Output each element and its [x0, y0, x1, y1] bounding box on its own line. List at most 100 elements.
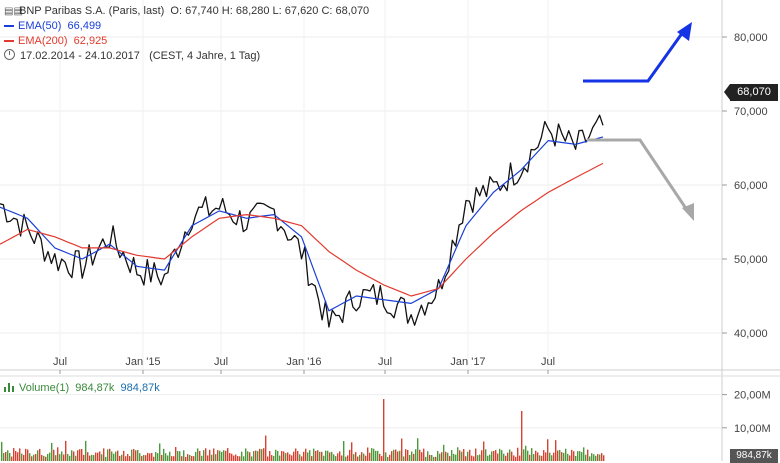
volume-bar: [541, 455, 543, 461]
volume-bar: [187, 454, 189, 461]
volume-bar: [315, 450, 317, 461]
volume-tag: 984,87k: [730, 449, 778, 463]
volume-bar: [229, 453, 231, 461]
volume-bar: [117, 450, 119, 461]
volume-bar: [91, 454, 93, 461]
last-price-tag: 68,070: [724, 84, 778, 101]
volume-bar: [331, 451, 333, 461]
volume-bar: [103, 448, 105, 461]
volume-bar: [431, 455, 433, 461]
volume-bar: [429, 454, 431, 461]
volume-bar: [399, 450, 401, 461]
volume-bar: [551, 455, 553, 461]
volume-bar: [571, 449, 573, 461]
volume-bar: [107, 449, 109, 461]
volume-bar: [327, 450, 329, 461]
volume-bar: [385, 452, 387, 461]
volume-bar: [121, 454, 123, 461]
volume-bar: [577, 451, 579, 461]
volume-bar: [55, 455, 57, 461]
volume-bar: [255, 450, 257, 461]
volume-bar: [393, 449, 395, 461]
volume-bar: [521, 411, 523, 461]
instrument-row: ▤▤BNP Paribas S.A. (Paris, last) O: 67,7…: [4, 4, 369, 19]
clock-icon: [4, 49, 15, 60]
volume-bar: [257, 451, 259, 461]
volume-bar: [435, 456, 437, 461]
volume-bar: [75, 455, 77, 461]
volume-bar: [281, 450, 283, 461]
volume-bar: [567, 453, 569, 461]
volume-bar: [319, 451, 321, 461]
volume-tick-label: 20,00M: [734, 390, 771, 402]
volume-bar: [169, 451, 171, 461]
volume-bar: [477, 455, 479, 461]
volume-bar: [267, 456, 269, 461]
volume-bar: [545, 452, 547, 461]
volume-bar: [193, 456, 195, 461]
x-axis: Jul Jan '15 Jul Jan '16 Jul Jan '17 Jul: [53, 356, 555, 374]
volume-bar: [69, 455, 71, 461]
volume-bar: [311, 456, 313, 461]
volume-bar: [85, 440, 87, 461]
volume-bar: [231, 453, 233, 461]
volume-tick-label: 10,00M: [734, 423, 771, 435]
volume-bar: [39, 448, 41, 461]
volume-bar: [201, 455, 203, 461]
volume-bar: [53, 449, 55, 461]
volume-bar: [437, 450, 439, 461]
volume-bar: [309, 450, 311, 461]
volume-bar: [483, 441, 485, 461]
volume-bar: [445, 451, 447, 461]
volume-bar: [539, 455, 541, 461]
volume-bar: [247, 451, 249, 461]
volume-bar: [213, 448, 215, 461]
ema200-label: EMA(200): [18, 35, 68, 47]
range-note: (CEST, 4 Jahre, 1 Tag): [149, 50, 261, 62]
volume-bar: [321, 451, 323, 461]
volume-bar: [595, 455, 597, 461]
volume-bar: [71, 450, 73, 461]
volume-bar: [587, 449, 589, 461]
y-tick-label: 70,000: [734, 106, 768, 118]
volume-bar: [29, 453, 31, 461]
volume-bar: [565, 448, 567, 461]
volume-bar: [593, 454, 595, 461]
volume-bar: [299, 454, 301, 461]
volume-bar: [89, 455, 91, 461]
volume-bar: [389, 454, 391, 461]
volume-bar: [283, 451, 285, 461]
volume-bar: [507, 452, 509, 461]
ema50-label: EMA(50): [18, 20, 62, 32]
volume-bar: [403, 456, 405, 461]
volume-bar: [295, 448, 297, 461]
volume-bar: [351, 442, 353, 461]
volume-bar: [271, 455, 273, 461]
volume-bar: [433, 456, 435, 461]
volume-bar: [503, 453, 505, 461]
volume-bar: [233, 455, 235, 461]
volume-bar: [515, 456, 517, 461]
volume-bar: [473, 456, 475, 461]
volume-bar: [165, 453, 167, 461]
volume-bar: [105, 456, 107, 461]
volume-bar: [215, 454, 217, 461]
volume-bar: [459, 450, 461, 461]
volume-bar: [603, 455, 605, 461]
volume-bar: [391, 451, 393, 461]
volume-bar: [61, 451, 63, 461]
volume-bar: [371, 448, 373, 461]
volume-bar: [141, 456, 143, 461]
y-tick-label: 40,000: [734, 328, 768, 340]
volume-bar: [179, 451, 181, 461]
volume-bar: [305, 448, 307, 461]
volume-bar: [505, 455, 507, 461]
volume-bar: [529, 454, 531, 461]
volume-bar: [265, 435, 267, 461]
volume-bar: [563, 452, 565, 461]
volume-bar: [509, 449, 511, 461]
ema50-swatch: [4, 25, 14, 28]
volume-bar: [155, 452, 157, 461]
volume-bar: [279, 455, 281, 461]
